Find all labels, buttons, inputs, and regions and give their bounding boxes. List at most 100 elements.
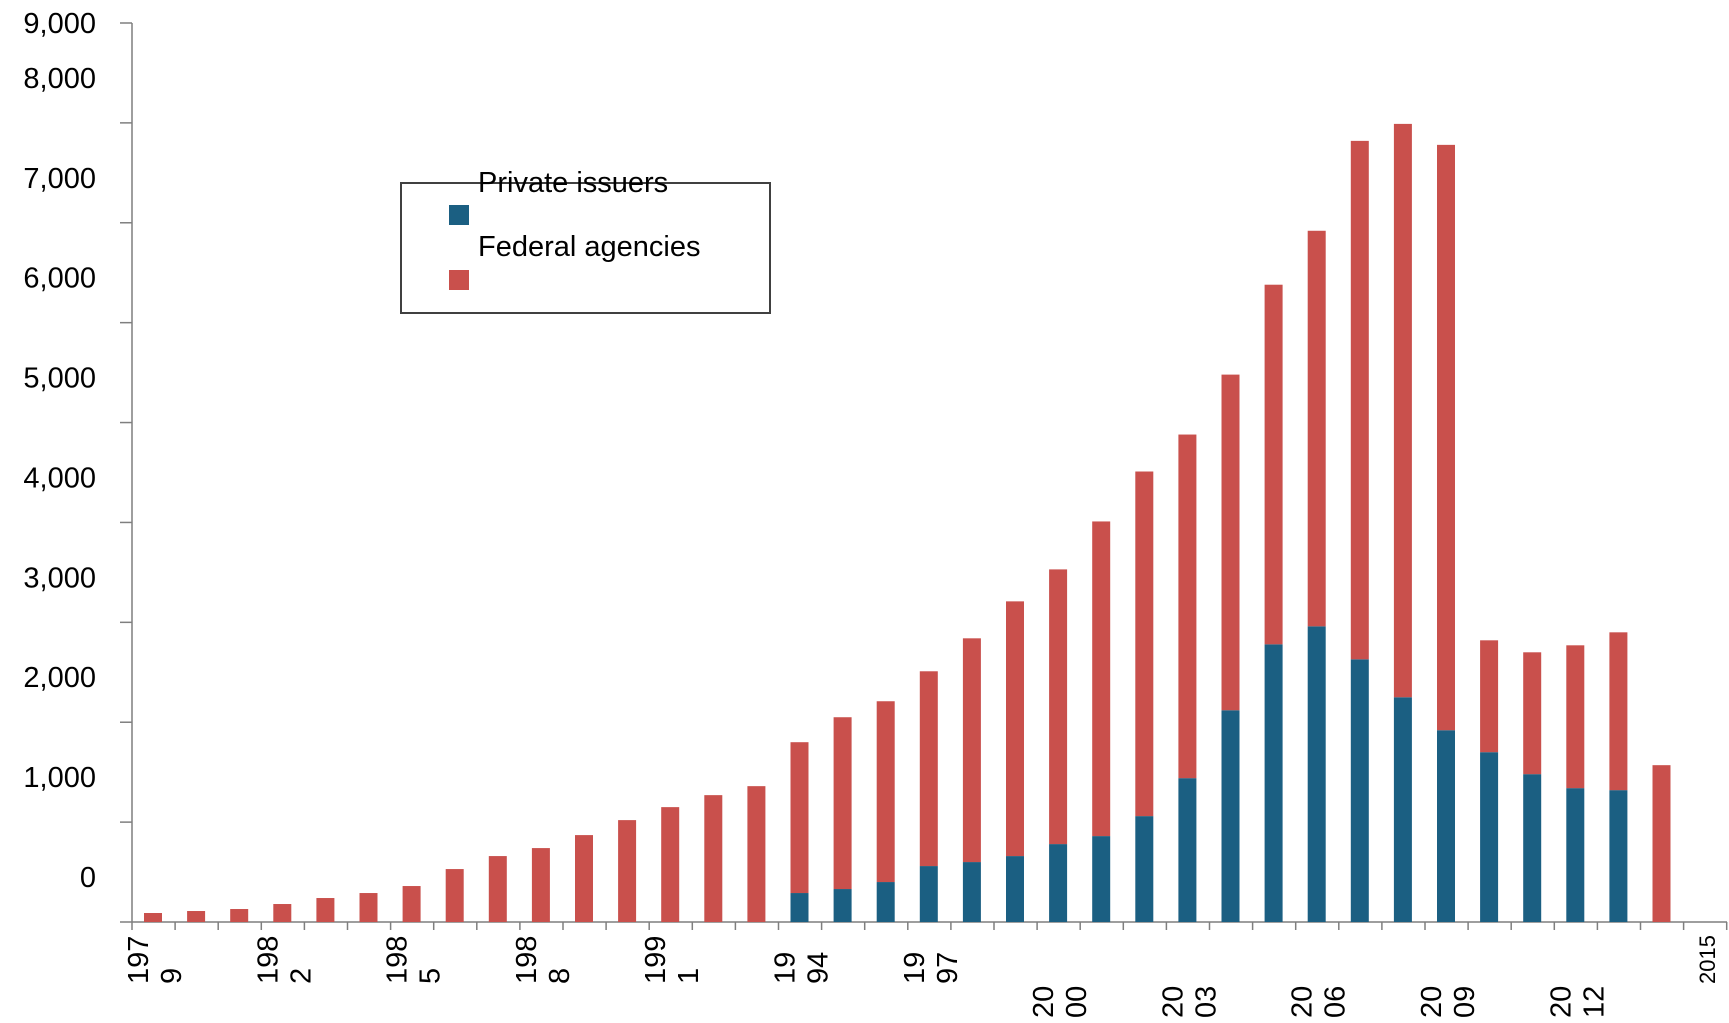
bar-federal-agencies-1981 [230, 909, 249, 922]
bar-private-issuers-2012 [1566, 788, 1585, 922]
bar-federal-agencies-2008 [1393, 123, 1412, 698]
bar-federal-agencies-1996 [876, 701, 895, 883]
bar-federal-agencies-1994 [790, 742, 809, 894]
bar-private-issuers-1999 [1006, 856, 1024, 922]
x-tick-label: 20 06 [1287, 986, 1352, 1018]
x-tick-label: 20 12 [1545, 986, 1610, 1018]
x-tick-label-line: 198 [252, 936, 284, 984]
bar-private-issuers-2010 [1480, 752, 1499, 922]
x-tick-label-line: 00 [1061, 986, 1093, 1018]
bar-federal-agencies-1992 [704, 795, 723, 922]
y-tick-label: 8,000 [23, 63, 96, 95]
x-tick-label-line: 199 [640, 936, 672, 984]
y-tick-label: 1,000 [23, 762, 96, 794]
x-tick-label: 198 8 [511, 936, 576, 984]
x-tick-label-line: 9 [156, 968, 188, 984]
bar-federal-agencies-2012 [1566, 645, 1585, 789]
bar-federal-agencies-2003 [1178, 434, 1197, 779]
bar-private-issuers-1995 [833, 889, 852, 922]
x-tick-label-line: 20 [1287, 986, 1319, 1018]
x-tick-label: 199 1 [640, 936, 705, 984]
bar-private-issuers-2003 [1178, 778, 1197, 922]
bar-federal-agencies-1991 [661, 807, 680, 922]
y-tick-label: 5,000 [23, 363, 96, 395]
x-tick-label-line: 94 [803, 952, 835, 984]
x-tick-label-line: 5 [415, 968, 447, 984]
bar-private-issuers-2008 [1393, 697, 1412, 922]
bar-private-issuers-2002 [1135, 816, 1154, 922]
bar-private-issuers-1994 [790, 893, 809, 922]
bar-federal-agencies-2002 [1135, 471, 1154, 817]
x-tick-label-line: 197 [123, 936, 155, 984]
legend-swatch-private-issuers [449, 205, 469, 225]
bar-private-issuers-1998 [962, 862, 981, 922]
x-tick-label-line: 20 [1157, 986, 1189, 1018]
bar-private-issuers-2011 [1523, 774, 1542, 922]
x-tick-label-line: 198 [511, 936, 543, 984]
y-tick-label: 9,000 [23, 8, 96, 40]
x-tick-label-line: 1 [673, 968, 705, 984]
x-tick-label: 20 09 [1416, 986, 1481, 1018]
bar-federal-agencies-2000 [1049, 569, 1068, 845]
bar-federal-agencies-2001 [1092, 521, 1111, 837]
bar-federal-agencies-2010 [1480, 640, 1499, 753]
y-tick-label: 4,000 [23, 462, 96, 494]
legend: Private issuers Federal agencies [400, 167, 771, 314]
bar-federal-agencies-2013 [1609, 632, 1628, 791]
bar-private-issuers-2007 [1350, 659, 1369, 922]
x-tick-label-line: 20 [1545, 986, 1577, 1018]
bars [144, 123, 1671, 922]
bar-private-issuers-2013 [1609, 790, 1628, 922]
x-tick-label-line: 19 [770, 952, 802, 984]
bar-federal-agencies-1980 [187, 911, 206, 922]
x-tick-label-line: 09 [1449, 986, 1481, 1018]
bar-private-issuers-2001 [1092, 836, 1111, 922]
bar-federal-agencies-1986 [445, 869, 464, 922]
bar-private-issuers-1997 [919, 866, 938, 922]
y-tick-label: 7,000 [23, 163, 96, 195]
x-tick-label-line: 2015 [1695, 935, 1720, 984]
x-tick-label-line: 12 [1578, 986, 1610, 1018]
bar-federal-agencies-1979 [144, 913, 162, 922]
legend-swatch-federal-agencies [449, 270, 469, 290]
bar-federal-agencies-1984 [359, 893, 378, 922]
bar-federal-agencies-1988 [531, 848, 550, 922]
x-tick-label: 20 00 [1028, 986, 1093, 1018]
x-tick-label-line: 2 [285, 968, 317, 984]
x-tick-label-line: 20 [1416, 986, 1448, 1018]
bar-private-issuers-2009 [1437, 730, 1455, 922]
x-tick-label-line: 06 [1320, 986, 1352, 1018]
x-tick-label-line: 8 [544, 968, 576, 984]
y-tick-label: 2,000 [23, 662, 96, 694]
bar-federal-agencies-1997 [919, 671, 938, 867]
bar-federal-agencies-2005 [1264, 284, 1283, 645]
bar-federal-agencies-1983 [316, 898, 335, 922]
x-tick-label-line: 20 [1028, 986, 1060, 1018]
x-tick-label-line: 19 [899, 952, 931, 984]
x-tick-label: 197 9 [123, 936, 188, 984]
x-tick-label: 2015 [1695, 935, 1720, 984]
bar-federal-agencies-2006 [1307, 230, 1326, 627]
bar-federal-agencies-1985 [402, 886, 421, 922]
bar-federal-agencies-1982 [273, 904, 292, 922]
x-tick-label: 19 97 [899, 952, 964, 984]
bar-federal-agencies-2011 [1523, 652, 1542, 775]
legend-box [400, 182, 771, 314]
bar-federal-agencies-2007 [1350, 140, 1369, 660]
y-tick-label: 6,000 [23, 263, 96, 295]
bar-federal-agencies-1995 [833, 717, 852, 890]
bar-federal-agencies-1987 [488, 856, 507, 922]
bar-private-issuers-2000 [1049, 844, 1068, 922]
x-tick-label: 198 2 [252, 936, 317, 984]
x-tick-label-line: 03 [1190, 986, 1222, 1018]
bar-private-issuers-2005 [1264, 644, 1283, 922]
x-tick-label-line: 198 [382, 936, 414, 984]
y-tick-label: 0 [80, 862, 96, 894]
bar-federal-agencies-1989 [575, 835, 593, 922]
bar-federal-agencies-2009 [1437, 144, 1455, 731]
x-tick-label-line: 97 [932, 952, 964, 984]
bar-federal-agencies-1999 [1006, 601, 1024, 857]
bar-federal-agencies-2014 [1652, 765, 1671, 922]
